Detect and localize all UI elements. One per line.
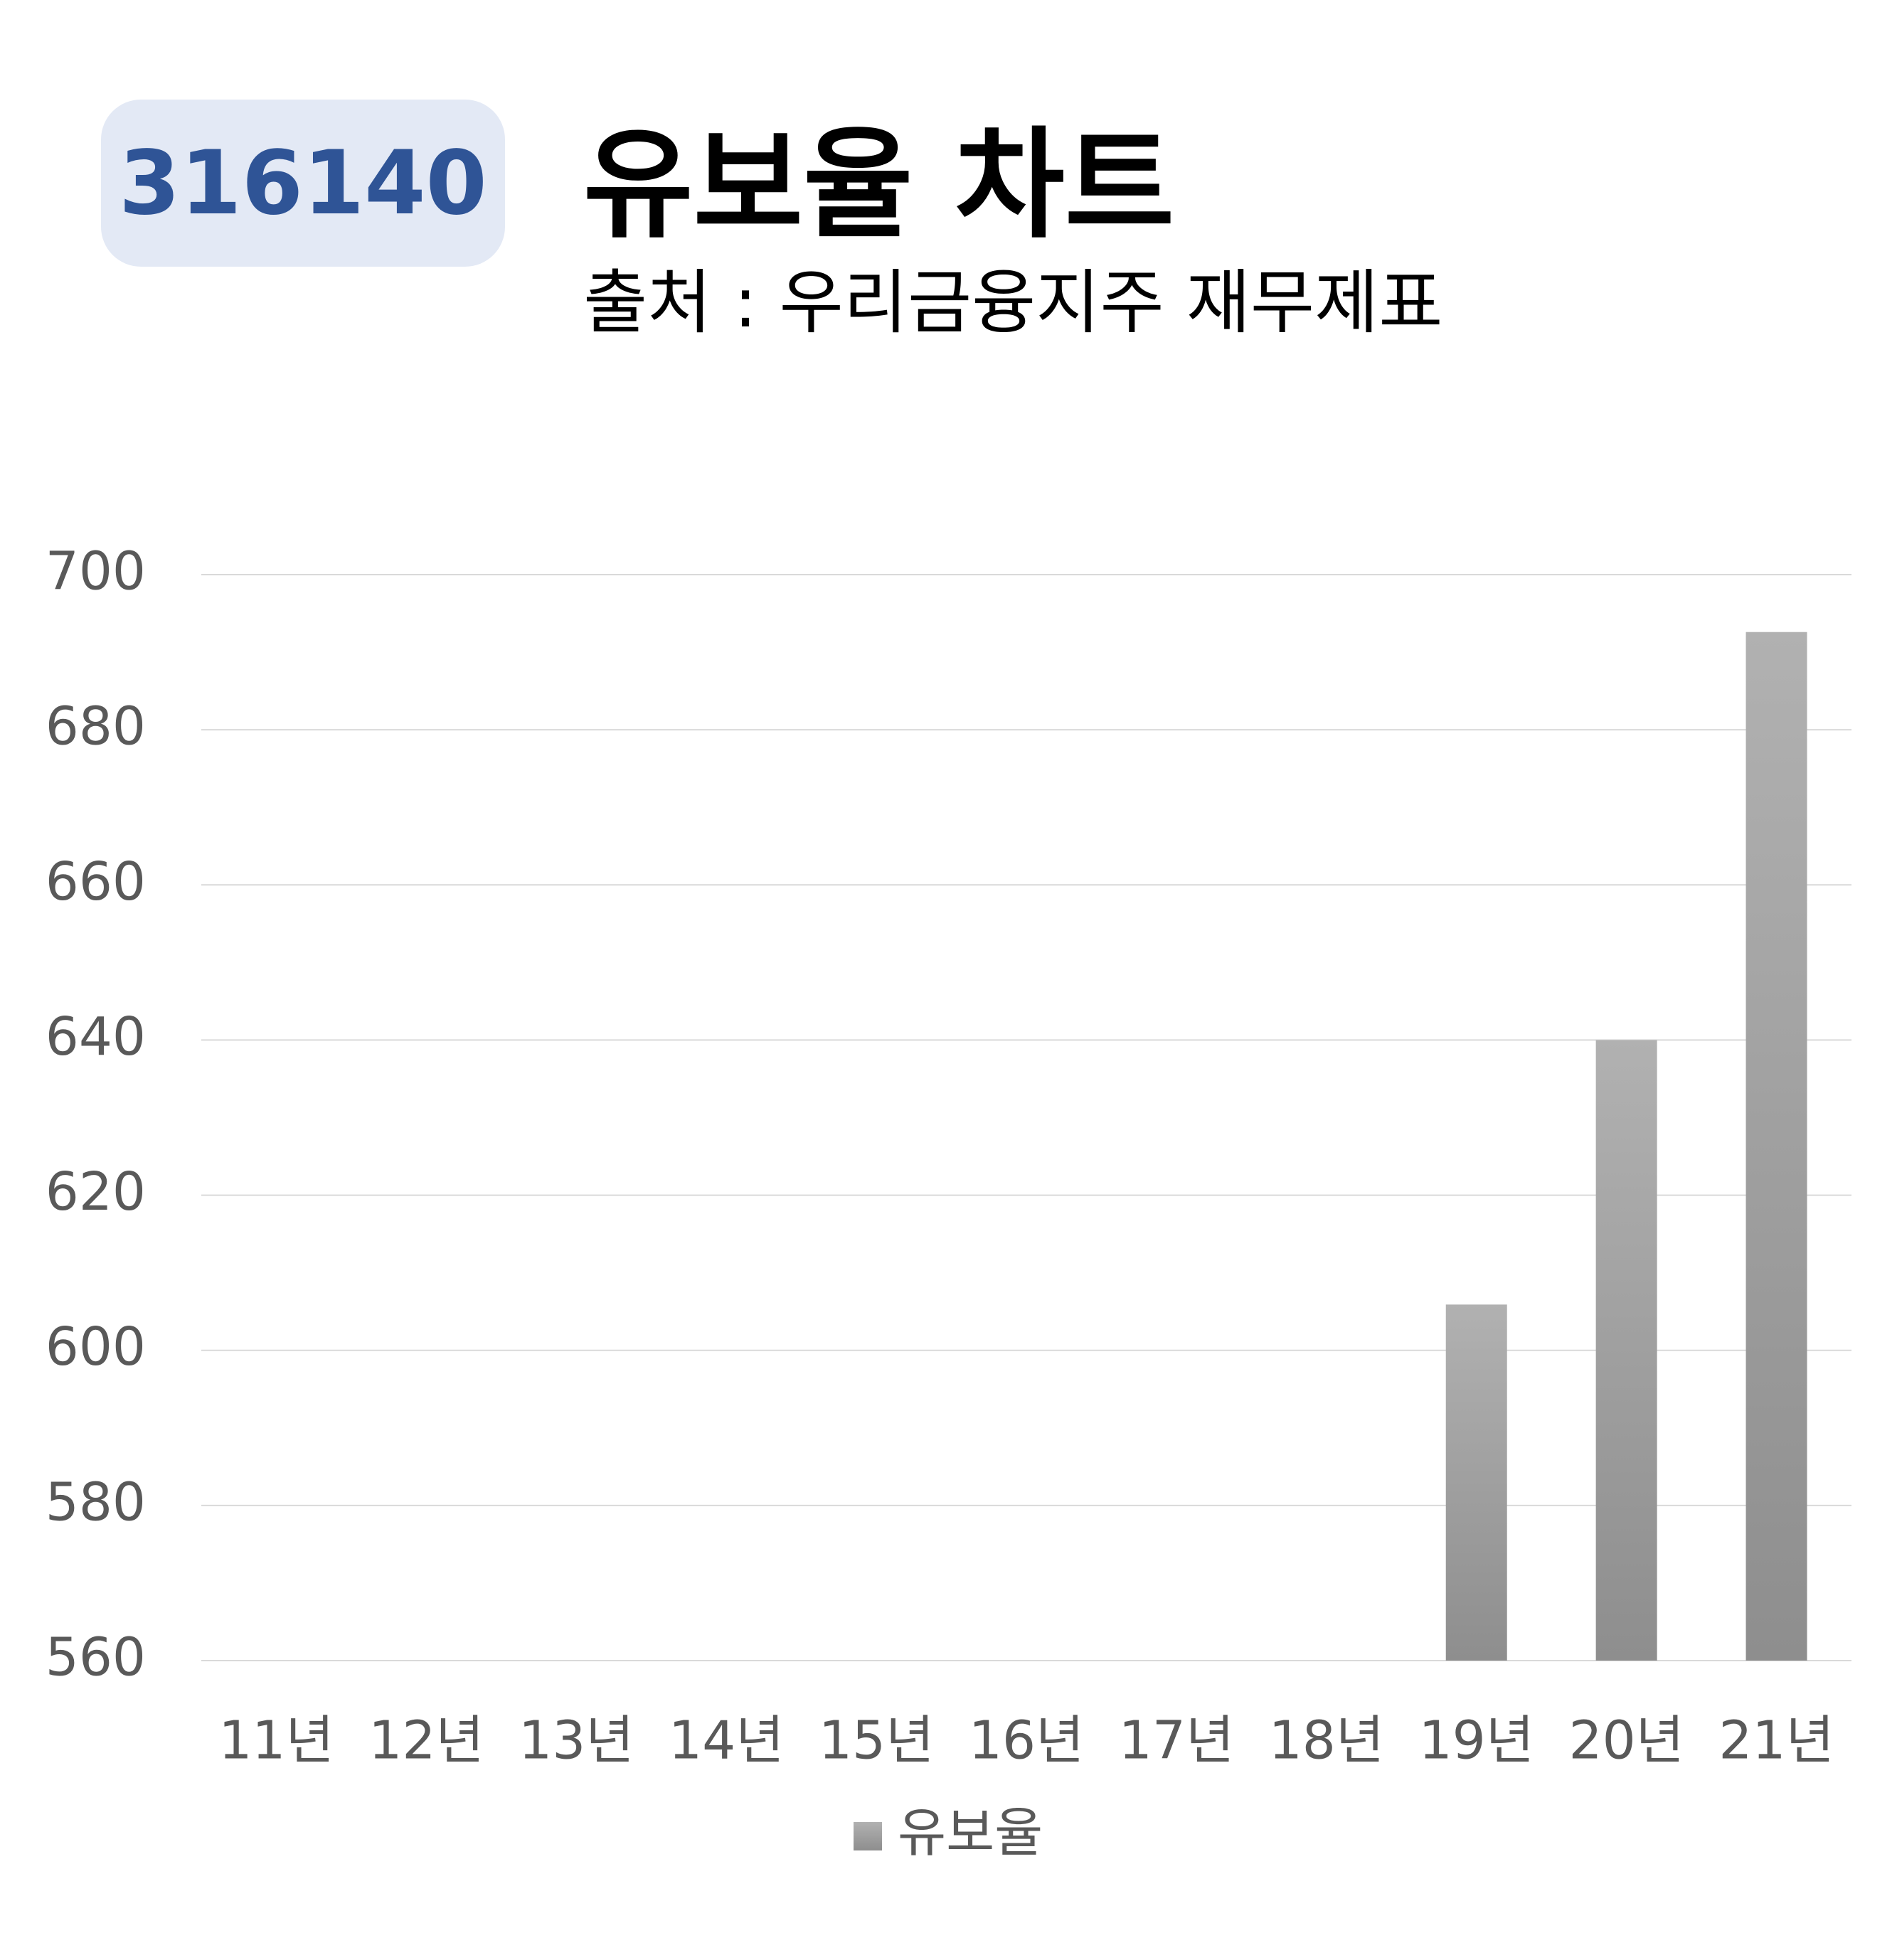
stock-code-badge: 316140 <box>101 100 505 267</box>
legend-label: 유보율 <box>898 1803 1043 1864</box>
x-tick-label: 11년 <box>218 1710 334 1772</box>
bar <box>1745 632 1807 1661</box>
y-tick-label: 600 <box>46 1316 146 1378</box>
y-tick-label: 620 <box>46 1161 146 1223</box>
x-tick-label: 21년 <box>1718 1710 1834 1772</box>
x-tick-label: 16년 <box>969 1710 1084 1772</box>
y-tick-label: 660 <box>46 851 146 912</box>
x-axis-ticks: 11년 12년 13년 14년 15년 16년 17년 18년 19년 20년 21년 <box>218 1710 1834 1772</box>
y-tick-label: 680 <box>46 696 146 757</box>
legend: 유보율 <box>854 1803 1043 1864</box>
x-tick-label: 18년 <box>1269 1710 1384 1772</box>
y-axis-ticks: 560 580 600 620 640 660 680 700 <box>46 541 146 1688</box>
y-tick-label: 640 <box>46 1006 146 1067</box>
chart-title: 유보율 차트 <box>583 115 1175 255</box>
x-tick-label: 19년 <box>1419 1710 1534 1772</box>
chart-subtitle: 출처 : 우리금융지주 재무제표 <box>583 262 1443 343</box>
y-tick-label: 560 <box>46 1627 146 1688</box>
x-tick-label: 15년 <box>819 1710 934 1772</box>
y-tick-label: 580 <box>46 1471 146 1533</box>
x-tick-label: 12년 <box>368 1710 484 1772</box>
grid-lines <box>201 574 1851 1661</box>
bar <box>1595 1040 1657 1661</box>
x-tick-label: 13년 <box>519 1710 634 1772</box>
x-tick-label: 17년 <box>1119 1710 1234 1772</box>
x-tick-label: 14년 <box>669 1710 784 1772</box>
stock-code: 316140 <box>119 132 487 235</box>
x-tick-label: 20년 <box>1569 1710 1684 1772</box>
bars <box>1445 632 1807 1661</box>
legend-swatch <box>854 1822 882 1850</box>
y-tick-label: 700 <box>46 541 146 602</box>
bar <box>1445 1304 1507 1661</box>
